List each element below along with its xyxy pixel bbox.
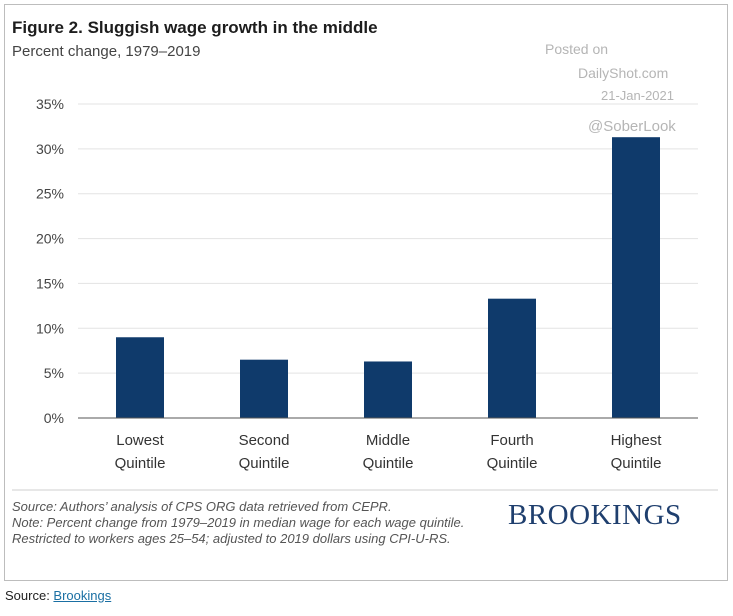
- y-tick-label: 10%: [36, 320, 64, 336]
- source-note: Source: Authors’ analysis of CPS ORG dat…: [12, 499, 392, 514]
- watermark-handle: @SoberLook: [588, 118, 676, 135]
- x-tick-label: Quintile: [115, 455, 166, 472]
- y-tick-label: 35%: [36, 96, 64, 112]
- brookings-logo: BROOKINGS: [508, 499, 682, 531]
- y-tick-label: 20%: [36, 231, 64, 247]
- watermark-date: 21-Jan-2021: [601, 88, 674, 103]
- y-tick-label: 25%: [36, 186, 64, 202]
- x-tick-label: Middle: [366, 432, 410, 449]
- page-source-prefix: Source:: [5, 588, 54, 603]
- brookings-link[interactable]: Brookings: [53, 588, 112, 603]
- y-tick-label: 15%: [36, 275, 64, 291]
- page-source-line: Source: Brookings: [5, 588, 111, 603]
- x-tick-label: Quintile: [487, 455, 538, 472]
- x-tick-label: Highest: [611, 432, 663, 449]
- bar: [488, 298, 536, 418]
- chart-subtitle: Percent change, 1979–2019: [12, 43, 201, 60]
- x-tick-label: Second: [239, 432, 290, 449]
- bar: [116, 337, 164, 418]
- x-tick-label: Lowest: [116, 432, 164, 449]
- chart-footnotes: Source: Authors’ analysis of CPS ORG dat…: [12, 499, 492, 547]
- y-tick-label: 0%: [44, 410, 64, 426]
- x-tick-label: Fourth: [490, 432, 533, 449]
- figure-frame: [4, 4, 728, 581]
- watermark-site: DailyShot.com: [578, 65, 669, 81]
- x-tick-label: Quintile: [611, 455, 662, 472]
- watermark-posted-on: Posted on: [545, 41, 609, 57]
- method-note: Note: Percent change from 1979–2019 in m…: [12, 515, 465, 546]
- y-tick-label: 30%: [36, 141, 64, 157]
- bar: [240, 359, 288, 418]
- bar: [364, 361, 412, 418]
- bar: [612, 137, 660, 419]
- y-tick-label: 5%: [44, 365, 64, 381]
- x-tick-label: Quintile: [363, 455, 414, 472]
- x-tick-label: Quintile: [239, 455, 290, 472]
- chart-title: Figure 2. Sluggish wage growth in the mi…: [12, 18, 378, 37]
